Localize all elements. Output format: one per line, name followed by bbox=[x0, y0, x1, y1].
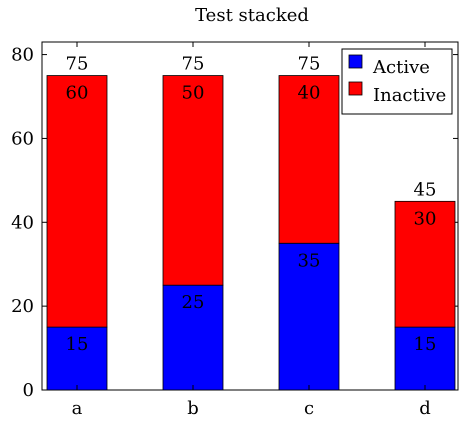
data-label-inactive-d: 30 bbox=[414, 208, 437, 229]
bar-inactive-c bbox=[278, 75, 340, 244]
legend-swatch-active bbox=[348, 54, 363, 69]
data-label-active-b: 25 bbox=[182, 292, 205, 313]
x-tick-label-b: b bbox=[187, 398, 199, 419]
bar-active-c bbox=[278, 242, 340, 391]
value-labels-group: 15 60 75 25 50 75 35 40 75 15 30 45 bbox=[66, 54, 437, 356]
x-axis: a b c d bbox=[72, 42, 431, 419]
bar-active-d bbox=[394, 326, 456, 391]
bar-active-a bbox=[46, 326, 108, 391]
legend-label-inactive: Inactive bbox=[373, 85, 446, 106]
bar-inactive-d bbox=[394, 200, 456, 328]
plot-area-frame bbox=[41, 41, 459, 391]
chart-title: Test stacked bbox=[195, 5, 309, 26]
y-tick-label-20: 20 bbox=[11, 296, 34, 317]
bar-inactive-a bbox=[46, 75, 108, 328]
data-label-active-c: 35 bbox=[298, 250, 321, 271]
total-label-d: 45 bbox=[414, 179, 437, 200]
y-tick-label-60: 60 bbox=[11, 128, 34, 149]
total-label-c: 75 bbox=[298, 54, 321, 75]
bar-inactive-b bbox=[162, 75, 224, 286]
bars-group bbox=[46, 75, 456, 391]
legend: Active Inactive bbox=[341, 48, 453, 115]
legend-label-active: Active bbox=[372, 57, 430, 78]
legend-swatch-inactive bbox=[348, 81, 363, 96]
data-label-inactive-c: 40 bbox=[298, 83, 321, 104]
total-label-b: 75 bbox=[182, 54, 205, 75]
x-tick-label-d: d bbox=[419, 398, 431, 419]
y-tick-label-0: 0 bbox=[23, 380, 34, 401]
y-axis: 0 20 40 60 80 bbox=[11, 45, 458, 401]
bar-active-b bbox=[162, 284, 224, 391]
data-label-active-d: 15 bbox=[414, 334, 437, 355]
total-label-a: 75 bbox=[66, 54, 89, 75]
x-tick-label-c: c bbox=[304, 398, 314, 419]
data-label-active-a: 15 bbox=[66, 334, 89, 355]
y-tick-label-80: 80 bbox=[11, 45, 34, 66]
y-tick-label-40: 40 bbox=[11, 212, 34, 233]
data-label-inactive-a: 60 bbox=[66, 83, 89, 104]
data-label-inactive-b: 50 bbox=[182, 83, 205, 104]
x-tick-label-a: a bbox=[72, 398, 83, 419]
